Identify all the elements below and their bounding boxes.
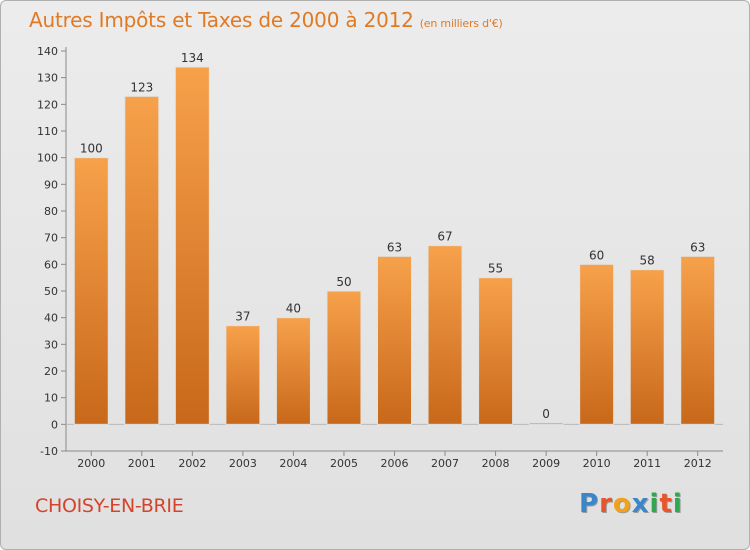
- bar: [680, 255, 716, 425]
- bar-value-label: 67: [437, 230, 452, 244]
- y-tick-label: -10: [40, 445, 58, 458]
- y-tick-label: 40: [44, 312, 58, 325]
- logo-letter: r: [599, 489, 613, 519]
- location-label: CHOISY-EN-BRIE: [35, 495, 184, 517]
- bar-value-label: 55: [488, 262, 503, 276]
- bar: [629, 269, 665, 425]
- y-tick-label: 100: [37, 152, 58, 165]
- y-tick-label: 120: [37, 98, 58, 111]
- y-tick-label: 110: [37, 125, 58, 138]
- chart-title: Autres Impôts et Taxes de 2000 à 2012 (en…: [29, 8, 503, 32]
- proxiti-logo: Proxiti: [579, 489, 683, 519]
- bar: [174, 66, 210, 425]
- y-tick-label: 70: [44, 232, 58, 245]
- bar: [528, 422, 564, 425]
- bar-value-label: 37: [235, 310, 250, 324]
- bar-value-label: 134: [181, 51, 204, 65]
- bar-value-label: 63: [690, 240, 705, 254]
- logo-letter: P: [579, 489, 600, 519]
- x-tick-label: 2007: [431, 457, 459, 470]
- x-tick-label: 2003: [229, 457, 257, 470]
- x-tick-label: 2012: [684, 457, 712, 470]
- x-tick-label: 2001: [128, 457, 156, 470]
- bar-value-label: 63: [387, 240, 402, 254]
- x-tick-label: 2010: [583, 457, 611, 470]
- bar: [326, 290, 362, 425]
- y-tick-label: 50: [44, 285, 58, 298]
- x-tick-label: 2011: [633, 457, 661, 470]
- bar-value-label: 123: [130, 80, 153, 94]
- logo-letter: x: [631, 489, 650, 519]
- x-tick-label: 2005: [330, 457, 358, 470]
- bar: [275, 317, 311, 425]
- x-tick-label: 2008: [482, 457, 510, 470]
- logo-letter: i: [649, 489, 660, 519]
- y-tick-label: 30: [44, 338, 58, 351]
- logo-letter: i: [672, 489, 683, 519]
- y-tick-label: 0: [51, 418, 58, 431]
- x-tick-label: 2000: [77, 457, 105, 470]
- x-tick-label: 2009: [532, 457, 560, 470]
- x-tick-label: 2004: [279, 457, 307, 470]
- bar: [579, 263, 615, 425]
- bar: [478, 277, 514, 425]
- x-tick-label: 2002: [178, 457, 206, 470]
- bar-value-label: 60: [589, 248, 604, 262]
- bar-value-label: 58: [640, 254, 655, 268]
- y-tick-label: 10: [44, 392, 58, 405]
- y-tick-label: 140: [37, 45, 58, 58]
- bar-value-label: 40: [286, 302, 301, 316]
- y-tick-label: 20: [44, 365, 58, 378]
- chart-title-unit: (en milliers d'€): [419, 17, 503, 30]
- bar: [73, 157, 109, 425]
- bar: [225, 325, 261, 425]
- bar: [377, 255, 412, 425]
- bar-value-label: 50: [336, 275, 351, 289]
- logo-letter: t: [659, 489, 673, 519]
- bar: [427, 245, 463, 425]
- y-tick-label: 80: [44, 205, 58, 218]
- chart-title-text: Autres Impôts et Taxes de 2000 à 2012: [29, 8, 414, 32]
- y-tick-label: 130: [37, 72, 58, 85]
- bar-value-label: 100: [80, 142, 103, 156]
- y-tick-label: 60: [44, 258, 58, 271]
- bar-value-label: 0: [542, 407, 550, 421]
- x-tick-label: 2006: [381, 457, 409, 470]
- y-tick-label: 90: [44, 178, 58, 191]
- bar: [124, 95, 160, 425]
- logo-letter: o: [612, 489, 632, 519]
